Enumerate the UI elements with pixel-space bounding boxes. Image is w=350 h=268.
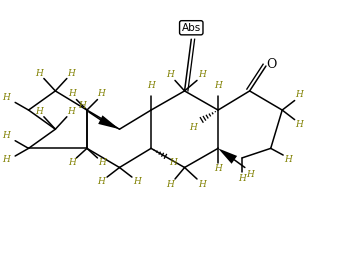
Text: H: H [67,107,75,117]
Text: H: H [35,69,43,78]
Text: H: H [295,90,303,99]
Text: H: H [2,131,10,140]
Text: H: H [147,81,155,90]
Text: Abs: Abs [182,23,201,33]
Text: H: H [166,70,174,79]
Text: H: H [169,158,177,167]
Text: H: H [166,180,174,189]
Text: H: H [214,81,222,90]
Text: H: H [78,101,86,110]
Text: H: H [246,170,254,179]
Text: H: H [284,155,292,164]
Text: H: H [98,158,106,167]
Text: H: H [97,177,105,186]
Text: H: H [2,155,10,164]
Text: H: H [198,180,206,189]
Text: O: O [266,58,277,71]
Polygon shape [98,115,119,129]
Text: H: H [189,123,197,132]
Text: H: H [68,158,76,167]
Polygon shape [218,148,237,164]
Text: H: H [2,93,10,102]
Text: H: H [68,89,76,98]
Text: H: H [97,89,105,98]
Text: H: H [238,173,246,183]
Text: H: H [295,120,303,129]
Text: H: H [67,69,75,78]
Text: H: H [133,177,141,186]
Text: H: H [35,107,43,117]
Text: H: H [214,164,222,173]
Text: H: H [198,70,206,79]
